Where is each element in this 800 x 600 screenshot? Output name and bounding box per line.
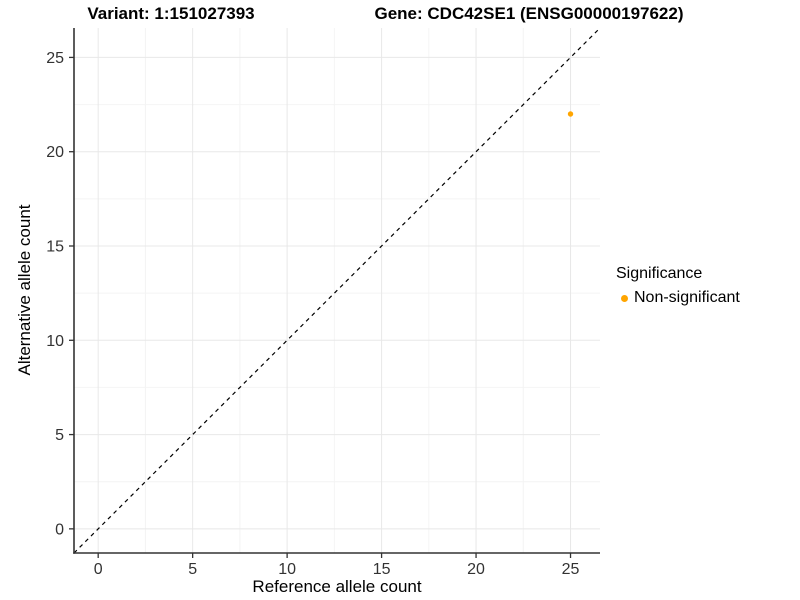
- x-tick-label: 10: [278, 561, 296, 578]
- data-point: [567, 111, 574, 117]
- legend-item-non-significant: Non-significant: [616, 289, 740, 307]
- y-tick-label: 20: [46, 144, 64, 161]
- identity-line: [73, 27, 601, 554]
- variant-title: Variant: 1:151027393: [87, 4, 255, 23]
- legend: Significance Non-significant: [616, 265, 740, 307]
- x-tick-label: 15: [373, 561, 391, 578]
- gene-title: Gene: CDC42SE1 (ENSG00000197622): [374, 4, 684, 23]
- x-tick-label: 0: [94, 561, 103, 578]
- y-tick-label: 0: [55, 521, 64, 538]
- y-tick-label: 10: [46, 333, 64, 350]
- legend-title: Significance: [616, 265, 703, 282]
- x-tick-label: 20: [467, 561, 485, 578]
- x-tick-label: 5: [188, 561, 197, 578]
- y-axis-title: Alternative allele count: [15, 204, 34, 376]
- y-tick-label: 5: [55, 427, 64, 444]
- y-tick-label: 15: [46, 238, 64, 255]
- x-tick-label: 25: [562, 561, 580, 578]
- x-axis-title: Reference allele count: [252, 577, 422, 596]
- legend-point-icon: [621, 294, 628, 302]
- y-tick-label: 25: [46, 50, 64, 67]
- legend-item-label: Non-significant: [634, 289, 740, 306]
